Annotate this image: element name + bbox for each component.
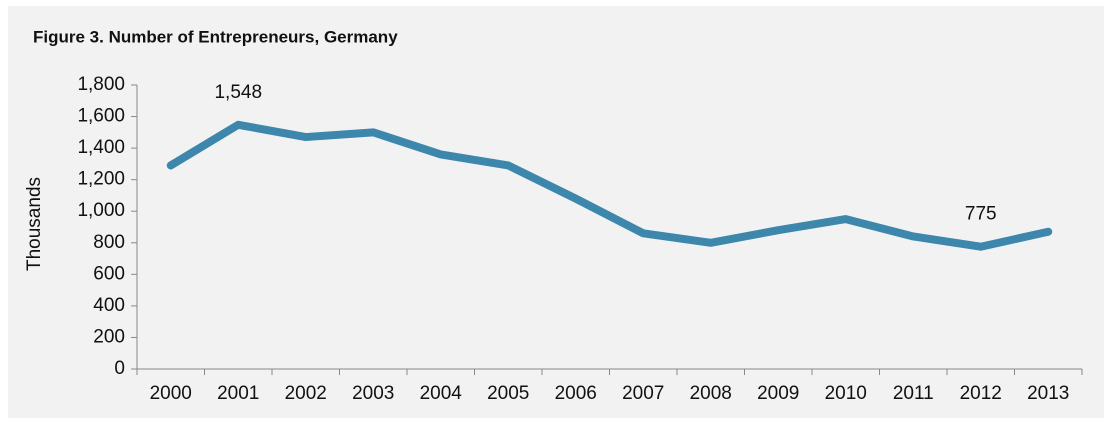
data-label: 775: [965, 204, 997, 225]
x-tick-label: 2004: [420, 383, 463, 404]
x-tick-label: 2008: [690, 383, 732, 404]
y-tick-label: 400: [93, 295, 125, 316]
y-axis-title: Thousands: [24, 177, 45, 271]
x-tick-label: 2010: [825, 383, 867, 404]
x-tick-label: 2006: [555, 383, 597, 404]
y-tick-label: 1,400: [77, 137, 125, 158]
y-tick-label: 1,800: [77, 74, 125, 95]
x-tick-label: 2002: [285, 383, 327, 404]
data-label: 1,548: [214, 82, 262, 103]
y-tick-label: 1,200: [77, 169, 125, 190]
x-tick-label: 2000: [150, 383, 192, 404]
x-tick-label: 2005: [487, 383, 529, 404]
x-tick-label: 2007: [622, 383, 664, 404]
y-tick-label: 0: [114, 358, 125, 379]
x-tick-label: 2009: [757, 383, 799, 404]
chart-background: [8, 6, 1104, 418]
y-tick-label: 800: [93, 232, 125, 253]
data-line: [166, 120, 1053, 251]
y-tick-label: 200: [93, 326, 125, 347]
x-tick-label: 2011: [893, 383, 934, 404]
x-tick-label: 2012: [960, 383, 1002, 404]
x-tick-label: 2013: [1027, 383, 1069, 404]
chart-title: Figure 3. Number of Entrepreneurs, Germa…: [33, 27, 398, 46]
x-tick-label: 2003: [352, 383, 394, 404]
y-tick-label: 600: [93, 263, 125, 284]
x-tick-label: 2001: [217, 383, 259, 404]
y-tick-label: 1,600: [77, 106, 125, 127]
y-tick-label: 1,000: [77, 200, 125, 221]
